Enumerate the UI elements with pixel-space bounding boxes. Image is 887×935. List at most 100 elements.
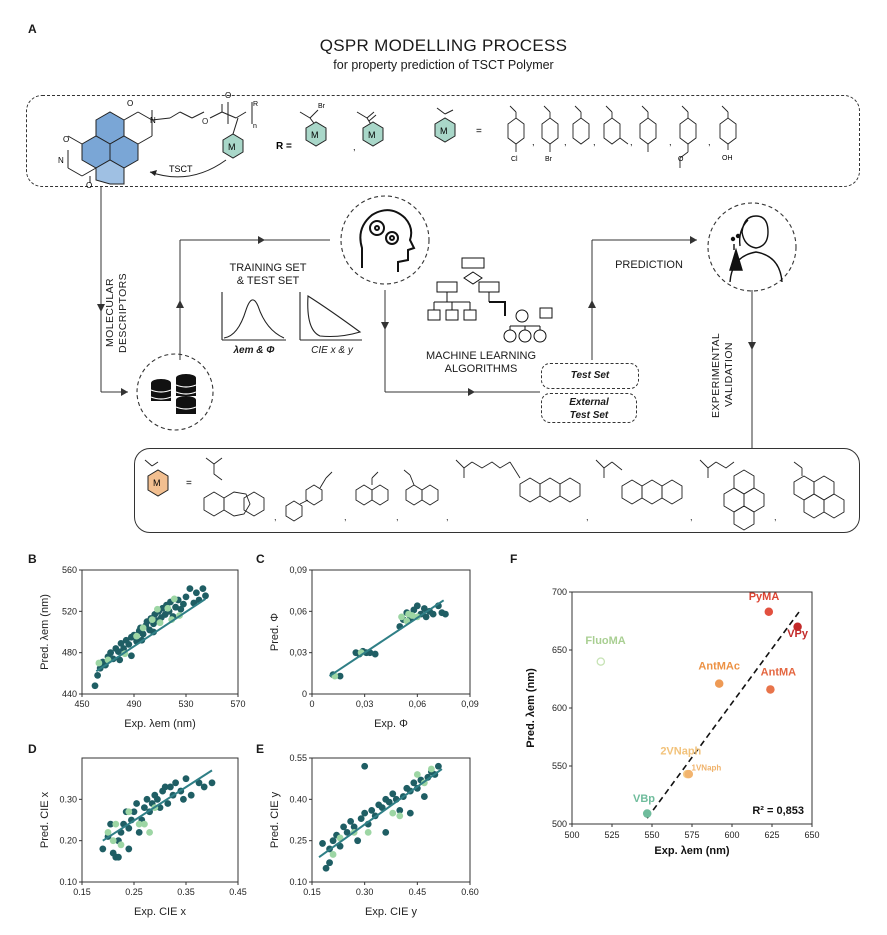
data-point-dark	[442, 610, 449, 618]
svg-text:,: ,	[669, 137, 672, 147]
svg-text:O: O	[63, 135, 69, 144]
data-point-light	[389, 809, 397, 817]
svg-text:,: ,	[564, 137, 567, 147]
x-tick-label: 500	[564, 830, 579, 840]
svg-text:,: ,	[446, 512, 449, 522]
flow-arrowheads	[97, 236, 756, 396]
data-point-dark	[202, 592, 209, 600]
panel-letter-f: F	[510, 552, 518, 566]
data-point-dark	[164, 800, 172, 807]
external-monomers-graphics: M = , , , , , , ,	[144, 457, 845, 531]
experimental-validation-label: EXPERIMENTAL VALIDATION	[710, 332, 735, 418]
ai-head-icon	[359, 209, 416, 272]
data-point-dark	[361, 809, 369, 817]
data-point-light	[170, 595, 178, 603]
data-point-dark	[125, 824, 133, 832]
test-set-box: Test Set	[541, 363, 639, 389]
data-point-fluoma	[596, 657, 606, 666]
x-axis-label: Exp. λem (nm)	[654, 845, 730, 857]
data-point-dark	[347, 817, 355, 825]
data-point-dark	[91, 682, 99, 690]
scientist-icon	[729, 215, 783, 283]
data-point-dark	[125, 641, 133, 648]
x-tick-label: 0,09	[461, 699, 479, 709]
polymer-structure-box	[26, 95, 860, 187]
x-tick-label: 0.60	[461, 887, 479, 897]
data-point-dark	[382, 829, 390, 836]
chart-d-cie-x: 0.15 0.25 0.35 0.45 0.10 0.20 0.30 Exp. CIE x Pr…	[39, 757, 247, 918]
data-point-dark	[336, 672, 344, 680]
data-point-dark	[389, 790, 397, 798]
svg-text:,: ,	[274, 512, 277, 522]
lambda-phi-label: λem & Φ	[233, 345, 275, 356]
svg-text:,: ,	[344, 512, 347, 522]
fit-line	[95, 598, 207, 673]
data-point-dark	[326, 859, 333, 867]
data-point-light	[141, 820, 148, 828]
data-point-dark	[193, 589, 200, 597]
data-point-light	[133, 632, 140, 640]
data-point-light	[329, 851, 337, 858]
x-tick-label: 450	[74, 699, 89, 709]
data-point-light	[146, 829, 153, 836]
m-label-bottom: M	[153, 478, 161, 488]
svg-text:,: ,	[630, 137, 633, 147]
data-point-dark	[172, 603, 180, 611]
point-label-pyma: PyMA	[749, 591, 780, 603]
data-point-dark	[410, 779, 418, 787]
x-tick-label: 490	[126, 699, 141, 709]
svg-text:,: ,	[690, 512, 693, 522]
data-point-dark	[141, 804, 148, 811]
data-point-light	[396, 812, 404, 820]
point-label-antma: AntMA	[761, 667, 796, 679]
data-point-dark	[182, 593, 190, 601]
data-point-dark	[329, 837, 337, 845]
svg-text:M: M	[311, 130, 319, 140]
x-tick-label: 0.25	[125, 887, 143, 897]
data-point-1vnaph	[684, 769, 694, 779]
svg-text:Br: Br	[318, 103, 326, 110]
plot-frame	[81, 757, 239, 883]
cie-xy-label: CIE x & y	[311, 345, 353, 356]
data-point-dark	[99, 845, 107, 853]
svg-text:n: n	[253, 123, 257, 130]
point-label-2vnaph: 2VNaph	[660, 745, 701, 757]
chart-e-cie-y: 0.15 0.30 0.45 0.60 0.10 0.25 0.40 0.55 Exp. CIE…	[269, 753, 479, 918]
prediction-label: PREDICTION	[615, 259, 683, 271]
data-point-dark	[319, 840, 326, 847]
panel-letter-d: D	[28, 742, 37, 756]
data-point-light	[427, 765, 435, 773]
data-point-light	[117, 841, 125, 849]
data-point-light	[364, 829, 372, 836]
x-tick-label: 650	[804, 830, 819, 840]
chart-f-external-validation: 500 525 550 575 600 625 650 500 550 600 650 700 Fluo…	[525, 587, 820, 857]
data-point-dark	[133, 800, 140, 807]
x-tick-label: 525	[604, 830, 619, 840]
point-label-1vnaph: 1VNaph	[692, 764, 722, 773]
data-point-dark	[115, 853, 122, 861]
fit-line	[329, 599, 445, 677]
fit-line	[102, 769, 213, 842]
y-tick-label: 480	[62, 648, 77, 658]
data-point-light	[148, 616, 156, 623]
decision-tree-icon	[427, 257, 553, 343]
training-set-label: TRAINING SET & TEST SET	[229, 262, 307, 287]
data-point-dark	[107, 820, 114, 828]
data-point-dark	[200, 783, 208, 791]
data-point-dark	[199, 585, 207, 592]
y-tick-label: 0	[302, 689, 307, 699]
data-point-vpy	[793, 622, 802, 632]
x-axis-label: Exp. Φ	[374, 718, 408, 730]
svg-text:M: M	[368, 130, 376, 140]
data-point-dark	[422, 613, 430, 621]
panel-letter-c: C	[256, 552, 265, 566]
svg-text:,: ,	[353, 142, 356, 152]
x-tick-label: 550	[644, 830, 659, 840]
data-point-dark	[154, 795, 161, 803]
svg-text:O: O	[127, 99, 133, 108]
data-point-light	[135, 820, 143, 828]
svg-text:N: N	[150, 116, 156, 125]
data-point-vbp	[642, 809, 652, 818]
panel-letter-b: B	[28, 552, 37, 566]
data-point-dark	[322, 864, 330, 872]
